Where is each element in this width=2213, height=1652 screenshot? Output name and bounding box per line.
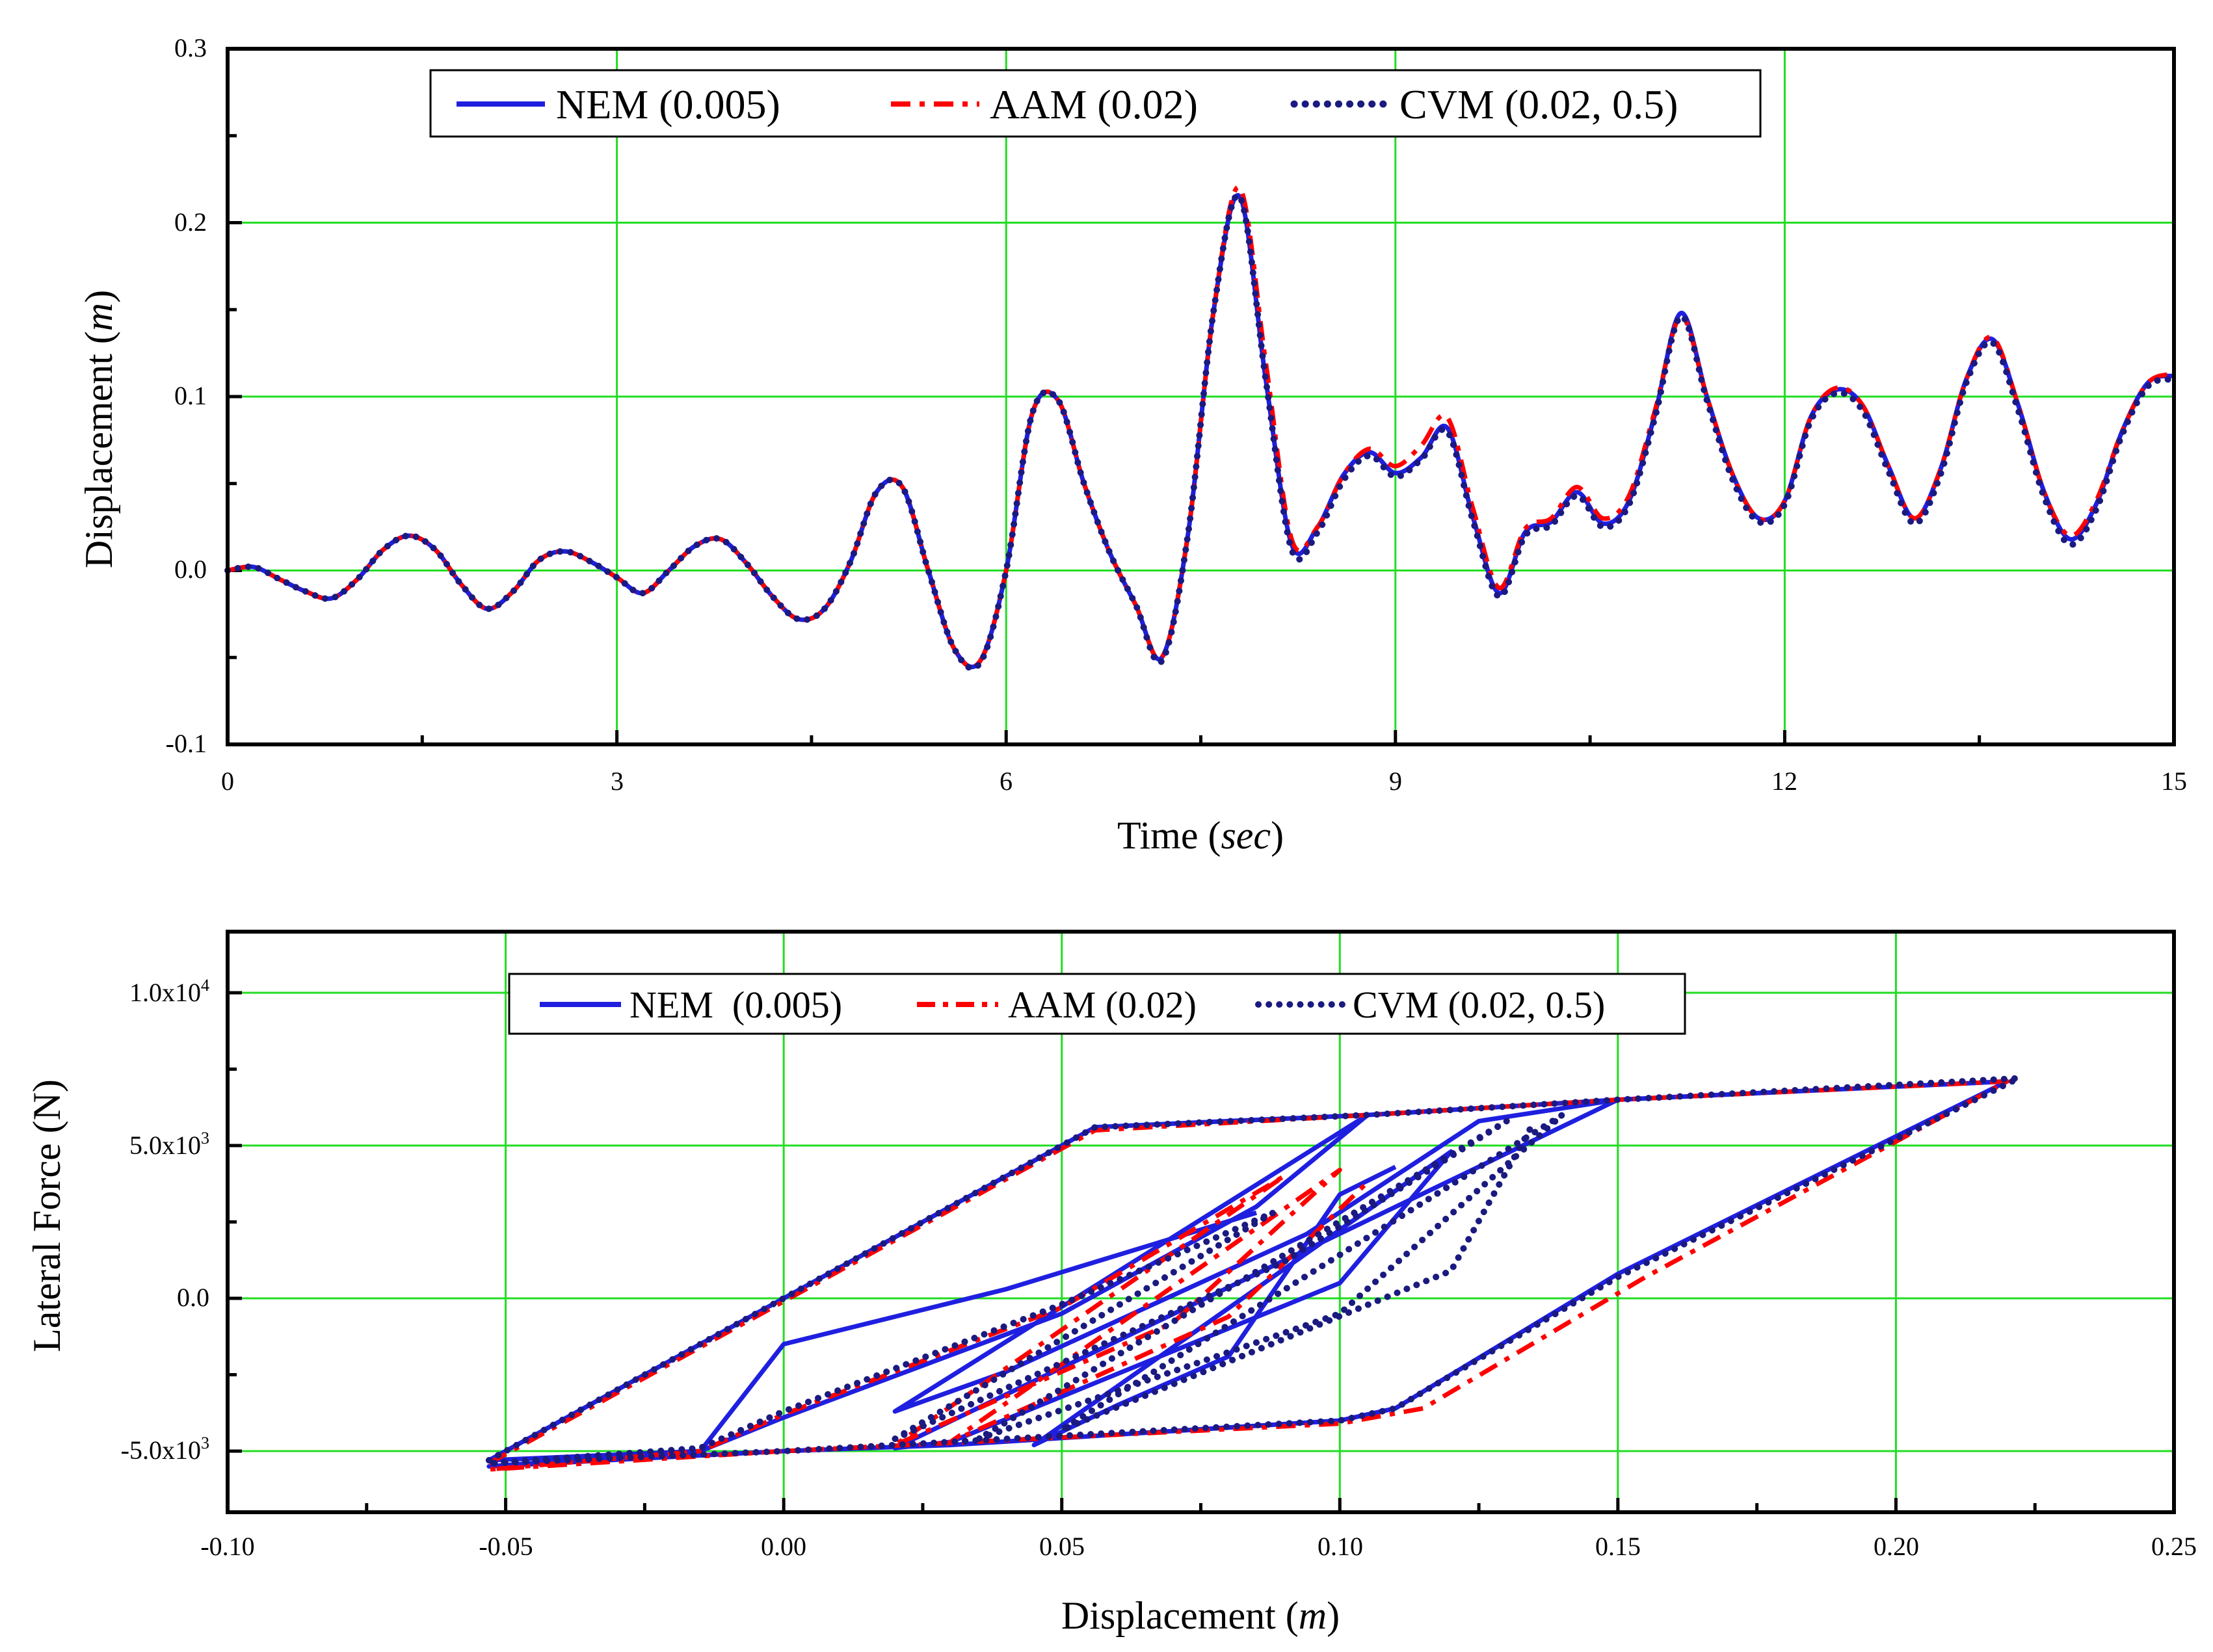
bottom-x-axis-label: Displacement (m) (1061, 1594, 1340, 1637)
top-ytick-label: 0.2 (174, 207, 207, 237)
bottom-xtick-label: 0.20 (1874, 1532, 1919, 1561)
series-loop-nem (486, 1079, 2009, 1469)
top-grid (228, 49, 2174, 744)
top-xtick-label: 12 (1771, 767, 1797, 796)
top-legend-box (429, 69, 1762, 138)
top-xtick-label: 15 (2161, 767, 2187, 796)
legend-label-nem: NEM (0.005) (629, 984, 842, 1026)
top-ytick-label: 0.3 (174, 33, 207, 62)
bottom-plot-frame (226, 930, 2176, 1514)
bottom-xtick-label: 0.15 (1595, 1532, 1641, 1561)
bottom-ytick-label: 1.0x104 (129, 976, 209, 1007)
top-xtick-label: 3 (611, 767, 624, 796)
bottom-legend: NEM (0.005) AAM (0.02) CVM (0.02, 0.5) (508, 973, 1686, 1035)
top-ytick-label: 0.1 (174, 381, 207, 410)
legend-label-aam: AAM (0.02) (1008, 984, 1197, 1026)
bottom-xtick-label: 0.25 (2151, 1532, 2197, 1561)
bottom-ytick-label: -5.0x103 (121, 1434, 209, 1465)
bottom-legend-box (508, 973, 1686, 1035)
top-ytick-label: 0.0 (174, 555, 207, 584)
bottom-y-axis-label: Lateral Force (N) (25, 1079, 68, 1352)
force-displacement-chart: -5.0x103 0.0 5.0x103 1.0x104 -0.10 -0.05… (25, 930, 2197, 1637)
bottom-axis-ticks (226, 991, 2176, 1512)
legend-label-cvm: CVM (0.02, 0.5) (1353, 984, 1605, 1026)
bottom-xtick-label: -0.10 (200, 1532, 254, 1561)
legend-label-aam: AAM (0.02) (990, 81, 1198, 127)
series-line-cvm (224, 192, 2177, 672)
bottom-ytick-label: 5.0x103 (129, 1129, 209, 1160)
top-y-axis-label: Displacement (m) (77, 290, 120, 568)
top-x-axis-label: Time (sec) (1117, 814, 1284, 857)
top-xtick-label: 9 (1389, 767, 1402, 796)
bottom-ytick-label: 0.0 (177, 1283, 209, 1312)
bottom-xtick-label: 0.00 (761, 1532, 806, 1561)
top-plot-frame (226, 47, 2176, 746)
top-series (224, 185, 2177, 672)
bottom-series (485, 1075, 2022, 1472)
bottom-xtick-label: -0.05 (479, 1532, 533, 1561)
top-ytick-label: -0.1 (166, 729, 207, 758)
displacement-time-chart: -0.1 0.0 0.1 0.2 0.3 0 3 6 9 12 15 Time … (77, 33, 2187, 857)
top-legend: NEM (0.005) AAM (0.02) CVM (0.02, 0.5) (429, 69, 1762, 138)
series-loop-aam (486, 1079, 2009, 1472)
legend-label-cvm: CVM (0.02, 0.5) (1399, 81, 1678, 127)
top-xtick-label: 0 (221, 767, 234, 796)
legend-label-nem: NEM (0.005) (556, 81, 780, 127)
series-loop-cvm (485, 1075, 2022, 1467)
bottom-xtick-label: 0.05 (1039, 1532, 1085, 1561)
top-xtick-label: 6 (1000, 767, 1013, 796)
bottom-xtick-label: 0.10 (1318, 1532, 1363, 1561)
